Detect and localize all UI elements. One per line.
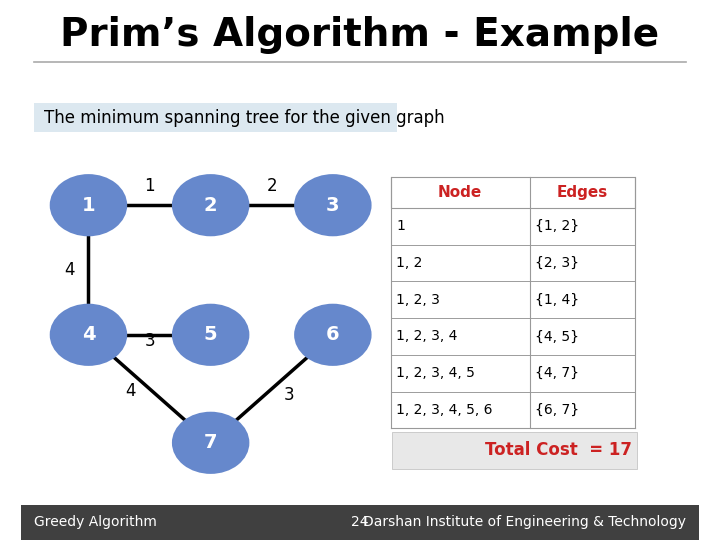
FancyBboxPatch shape xyxy=(390,355,635,392)
Text: 4: 4 xyxy=(64,261,75,279)
FancyBboxPatch shape xyxy=(390,318,635,355)
FancyBboxPatch shape xyxy=(34,103,397,132)
Text: 1, 2, 3, 4, 5: 1, 2, 3, 4, 5 xyxy=(396,366,475,380)
Text: {1, 2}: {1, 2} xyxy=(535,219,580,233)
Text: {4, 5}: {4, 5} xyxy=(535,329,579,343)
Text: 3: 3 xyxy=(326,195,340,215)
Text: 3: 3 xyxy=(144,332,155,350)
Text: 1: 1 xyxy=(396,219,405,233)
Text: 1, 2, 3, 4, 5, 6: 1, 2, 3, 4, 5, 6 xyxy=(396,403,492,417)
FancyBboxPatch shape xyxy=(21,505,699,540)
FancyBboxPatch shape xyxy=(390,177,635,208)
Text: Node: Node xyxy=(438,185,482,200)
Text: 1, 2, 3, 4: 1, 2, 3, 4 xyxy=(396,329,457,343)
Text: The minimum spanning tree for the given graph: The minimum spanning tree for the given … xyxy=(45,109,445,127)
Text: Darshan Institute of Engineering & Technology: Darshan Institute of Engineering & Techn… xyxy=(363,515,686,529)
Text: 2: 2 xyxy=(204,195,217,215)
FancyBboxPatch shape xyxy=(390,245,635,281)
Text: 7: 7 xyxy=(204,433,217,453)
Circle shape xyxy=(51,176,126,235)
FancyBboxPatch shape xyxy=(390,392,635,428)
Text: 6: 6 xyxy=(326,325,340,345)
Text: 1: 1 xyxy=(144,177,155,195)
Text: Edges: Edges xyxy=(557,185,608,200)
FancyBboxPatch shape xyxy=(390,281,635,318)
Circle shape xyxy=(51,305,126,364)
Circle shape xyxy=(174,305,248,364)
Text: Greedy Algorithm: Greedy Algorithm xyxy=(34,515,157,529)
Circle shape xyxy=(174,413,248,472)
Text: 1, 2: 1, 2 xyxy=(396,256,423,270)
FancyBboxPatch shape xyxy=(392,432,637,469)
Text: 5: 5 xyxy=(204,325,217,345)
Text: {6, 7}: {6, 7} xyxy=(535,403,580,417)
Text: 2: 2 xyxy=(266,177,277,195)
Text: 4: 4 xyxy=(125,382,136,401)
Text: 3: 3 xyxy=(284,386,294,404)
Text: 24: 24 xyxy=(351,515,369,529)
Text: 1: 1 xyxy=(81,195,95,215)
Circle shape xyxy=(174,176,248,235)
Circle shape xyxy=(295,176,370,235)
Text: Prim’s Algorithm - Example: Prim’s Algorithm - Example xyxy=(60,16,660,54)
Text: 1, 2, 3: 1, 2, 3 xyxy=(396,293,440,307)
Text: {4, 7}: {4, 7} xyxy=(535,366,579,380)
FancyBboxPatch shape xyxy=(390,208,635,245)
Text: {2, 3}: {2, 3} xyxy=(535,256,579,270)
Text: Total Cost  = 17: Total Cost = 17 xyxy=(485,441,631,460)
Text: 4: 4 xyxy=(81,325,95,345)
Circle shape xyxy=(295,305,370,364)
Text: {1, 4}: {1, 4} xyxy=(535,293,580,307)
